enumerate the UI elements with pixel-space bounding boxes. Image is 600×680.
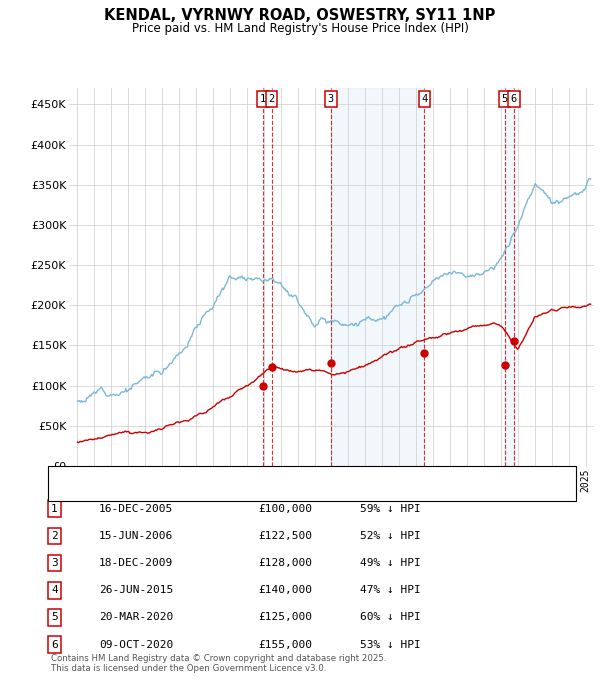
Text: 49% ↓ HPI: 49% ↓ HPI [360, 558, 421, 568]
Point [267, 362, 277, 373]
Text: HPI: Average price, detached house, Shropshire: HPI: Average price, detached house, Shro… [87, 488, 336, 497]
Point [419, 348, 429, 359]
Text: KENDAL, VYRNWY ROAD, OSWESTRY, SY11 1NP: KENDAL, VYRNWY ROAD, OSWESTRY, SY11 1NP [104, 8, 496, 23]
Text: 3: 3 [51, 558, 58, 568]
Point [258, 380, 268, 391]
Text: 60% ↓ HPI: 60% ↓ HPI [360, 613, 421, 622]
Text: 4: 4 [51, 585, 58, 595]
Point [326, 358, 335, 369]
Text: 18-DEC-2009: 18-DEC-2009 [99, 558, 173, 568]
Bar [331, 88, 424, 466]
Text: Price paid vs. HM Land Registry's House Price Index (HPI): Price paid vs. HM Land Registry's House … [131, 22, 469, 35]
Text: KENDAL, VYRNWY ROAD, OSWESTRY, SY11 1NP (detached house): KENDAL, VYRNWY ROAD, OSWESTRY, SY11 1NP … [87, 471, 429, 481]
Text: ——: —— [55, 469, 72, 483]
Text: 4: 4 [421, 94, 428, 104]
Point [500, 360, 509, 371]
Text: £140,000: £140,000 [258, 585, 312, 595]
Point [509, 336, 518, 347]
Text: ——: —— [55, 486, 72, 499]
Text: £155,000: £155,000 [258, 640, 312, 649]
Text: 59% ↓ HPI: 59% ↓ HPI [360, 504, 421, 513]
Text: 5: 5 [502, 94, 508, 104]
Text: 2: 2 [268, 94, 275, 104]
Text: 1: 1 [260, 94, 266, 104]
Text: 5: 5 [51, 613, 58, 622]
Text: 26-JUN-2015: 26-JUN-2015 [99, 585, 173, 595]
Text: 20-MAR-2020: 20-MAR-2020 [99, 613, 173, 622]
Text: 53% ↓ HPI: 53% ↓ HPI [360, 640, 421, 649]
Text: 6: 6 [511, 94, 517, 104]
Text: 15-JUN-2006: 15-JUN-2006 [99, 531, 173, 541]
Text: £128,000: £128,000 [258, 558, 312, 568]
Text: £122,500: £122,500 [258, 531, 312, 541]
Text: 2: 2 [51, 531, 58, 541]
Text: £100,000: £100,000 [258, 504, 312, 513]
Text: Contains HM Land Registry data © Crown copyright and database right 2025.
This d: Contains HM Land Registry data © Crown c… [51, 653, 386, 673]
Bar [505, 88, 514, 466]
Text: 52% ↓ HPI: 52% ↓ HPI [360, 531, 421, 541]
Text: £125,000: £125,000 [258, 613, 312, 622]
Text: 47% ↓ HPI: 47% ↓ HPI [360, 585, 421, 595]
Text: 6: 6 [51, 640, 58, 649]
Text: 1: 1 [51, 504, 58, 513]
Text: 09-OCT-2020: 09-OCT-2020 [99, 640, 173, 649]
Text: 16-DEC-2005: 16-DEC-2005 [99, 504, 173, 513]
Text: 3: 3 [328, 94, 334, 104]
